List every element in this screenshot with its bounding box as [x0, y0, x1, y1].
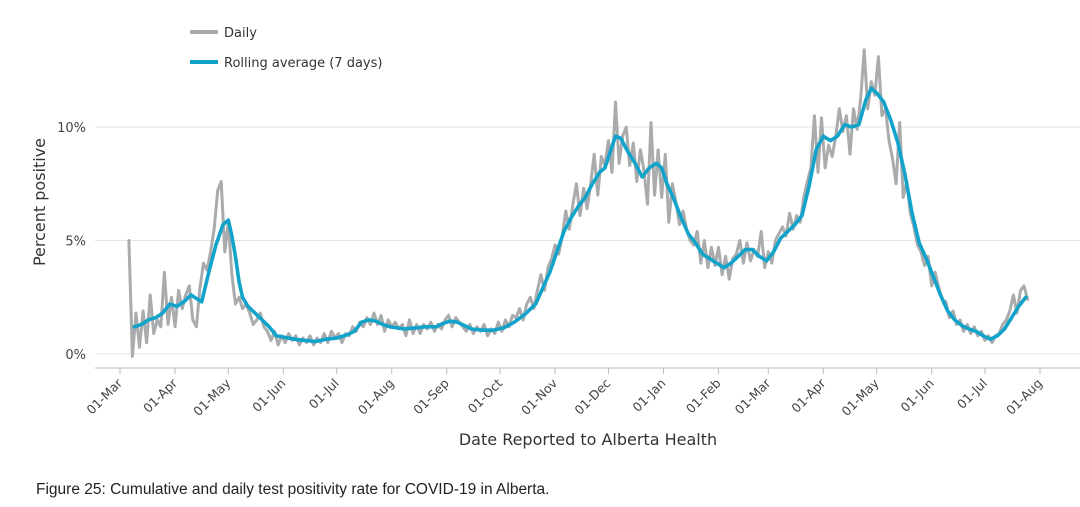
x-tick-label: 01-Mar: [732, 375, 774, 417]
legend-label-daily: Daily: [224, 26, 257, 41]
series-line-rolling-average: [132, 86, 1028, 344]
x-tick-label: 01-Dec: [571, 375, 613, 417]
x-tick-label: 01-Aug: [355, 376, 397, 418]
x-tick-label: 01-Apr: [140, 375, 181, 416]
x-axis-title: Date Reported to Alberta Health: [459, 430, 717, 449]
y-tick-label: 0%: [65, 348, 86, 363]
y-axis-ticks: 0% 5% 10%: [57, 121, 86, 363]
x-tick-label: 01-Oct: [465, 375, 506, 416]
legend: Daily Rolling average (7 days): [190, 26, 382, 71]
y-axis-title: Percent positive: [30, 138, 49, 266]
x-tick-label: 01-Nov: [518, 375, 561, 418]
figure-caption: Figure 25: Cumulative and daily test pos…: [36, 481, 550, 498]
x-tick-label: 01-Mar: [83, 375, 125, 417]
legend-label-rolling-average: Rolling average (7 days): [224, 56, 382, 71]
x-tick-label: 01-Jun: [897, 376, 936, 415]
x-tick-label: 01-Jul: [954, 376, 990, 412]
gridlines: [95, 126, 1080, 369]
x-axis-ticks: 01-Mar 01-Apr 01-May 01-Jun 01-Jul 01-Aug 01-S…: [83, 368, 1045, 419]
series-line-daily: [127, 48, 1030, 358]
y-tick-label: 5%: [65, 235, 86, 250]
x-tick-label: 01-Feb: [683, 375, 724, 416]
x-tick-label: 01-Jun: [249, 376, 288, 415]
x-tick-label: 01-May: [190, 375, 234, 419]
x-tick-label: 01-Jul: [306, 376, 342, 412]
x-tick-label: 01-Jan: [629, 376, 668, 415]
series-lines: [127, 48, 1030, 358]
positivity-chart: 0%5%10% 01-Mar 01-Apr 01-May 01-Jun 01-Jul 01…: [30, 26, 1080, 449]
x-tick-label: 01-Apr: [788, 375, 829, 416]
x-tick-label: 01-May: [838, 375, 882, 419]
y-tick-label: 10%: [57, 121, 86, 136]
x-tick-label: 01-Aug: [1003, 376, 1045, 418]
x-tick-label: 01-Sep: [410, 375, 452, 417]
